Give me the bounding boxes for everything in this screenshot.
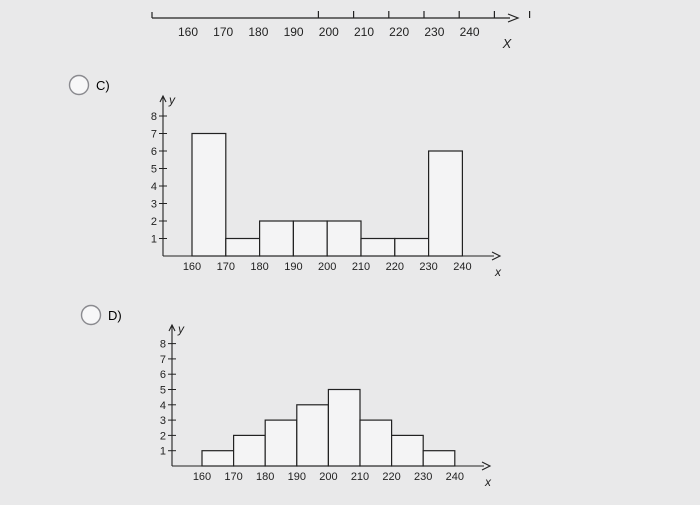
x-tick-label: 210 — [352, 261, 370, 273]
histogram-bar — [296, 404, 329, 467]
top-axis-arrow — [507, 13, 520, 23]
option-d-label: D) — [108, 308, 122, 323]
x-tick-label: 240 — [453, 261, 471, 273]
top-axis-xlabel: X — [502, 36, 513, 51]
y-tick-label: 2 — [160, 430, 166, 442]
x-tick-label: 170 — [217, 261, 235, 273]
y-tick-label: 4 — [160, 400, 166, 412]
top-axis-tick-label: 230 — [424, 25, 444, 39]
x-tick-label: 230 — [414, 471, 432, 483]
histogram-bar — [428, 150, 464, 257]
y-tick-label: 2 — [151, 216, 157, 228]
histogram-bar — [359, 419, 393, 467]
y-tick-label: 5 — [151, 164, 157, 176]
x-tick-label: 240 — [446, 471, 464, 483]
histogram-c: y 1 2 3 4 5 6 7 8 x 160 170 180 190 200 210 220 230 240 — [151, 93, 502, 279]
y-tick-label: 8 — [160, 339, 166, 351]
x-tick-label: 160 — [183, 261, 201, 273]
y-tick-label: 5 — [160, 385, 166, 397]
x-tick-label: 170 — [224, 471, 242, 483]
x-axis-label: x — [484, 475, 492, 489]
y-tick-label: 1 — [160, 446, 166, 458]
histogram-bar — [360, 237, 396, 257]
histogram-bar — [327, 388, 361, 467]
y-axis-arrow — [159, 94, 167, 103]
top-axis-tick-label: 170 — [213, 25, 233, 39]
option-c-label: C) — [96, 78, 110, 93]
top-axis-tick-label: 160 — [178, 25, 198, 39]
option-d[interactable]: D) — [80, 304, 122, 326]
y-axis-label: y — [177, 322, 185, 336]
x-tick-label: 230 — [419, 261, 437, 273]
x-tick-label: 200 — [319, 471, 337, 483]
x-tick-label: 190 — [288, 471, 306, 483]
option-c-radio[interactable] — [68, 74, 90, 96]
x-tick-label: 160 — [193, 471, 211, 483]
x-tick-label: 220 — [386, 261, 404, 273]
y-tick-label: 3 — [160, 415, 166, 427]
histogram-bar — [394, 237, 430, 257]
histogram-bar — [233, 434, 266, 467]
top-number-line: 160 170 180 190 200 210 220 230 240 X — [151, 11, 531, 51]
y-tick-label: 8 — [151, 111, 157, 123]
y-tick-label: 6 — [151, 146, 157, 158]
histogram-bar — [292, 220, 328, 257]
y-tick-label: 1 — [151, 234, 157, 246]
histogram-bar — [422, 450, 456, 467]
top-axis-tick-label: 180 — [248, 25, 268, 39]
y-tick-label: 4 — [151, 181, 157, 193]
y-tick-label: 7 — [151, 129, 157, 141]
y-tick-label: 6 — [160, 369, 166, 381]
x-tick-label: 190 — [284, 261, 302, 273]
top-axis-tick-label: 210 — [354, 25, 374, 39]
option-c[interactable]: C) — [68, 74, 110, 96]
y-tick-label: 7 — [160, 354, 166, 366]
histogram-bar — [391, 434, 424, 467]
y-axis-arrow — [168, 323, 176, 332]
histogram-bar — [264, 419, 298, 467]
top-axis-tick-label: 190 — [284, 25, 304, 39]
top-axis-tick-label: 220 — [389, 25, 409, 39]
y-axis-label: y — [168, 93, 176, 107]
x-tick-label: 180 — [250, 261, 268, 273]
x-tick-label: 220 — [382, 471, 400, 483]
x-tick-label: 200 — [318, 261, 336, 273]
y-tick-label: 3 — [151, 199, 157, 211]
x-axis-label: x — [494, 265, 502, 279]
histogram-bar — [326, 220, 362, 257]
option-d-radio[interactable] — [80, 304, 102, 326]
x-axis-arrow — [491, 251, 502, 261]
x-tick-label: 210 — [351, 471, 369, 483]
histogram-bar — [225, 237, 261, 257]
histogram-bar — [191, 132, 227, 257]
histogram-bar — [201, 450, 235, 467]
top-axis-tick-label: 200 — [319, 25, 339, 39]
x-axis-arrow — [481, 461, 492, 471]
histogram-d: y 1 2 3 4 5 6 7 8 x 160 170 180 190 200 210 220 230 240 — [160, 322, 492, 489]
top-axis-tick-label: 240 — [460, 25, 480, 39]
histogram-bar — [259, 220, 295, 257]
x-tick-label: 180 — [256, 471, 274, 483]
